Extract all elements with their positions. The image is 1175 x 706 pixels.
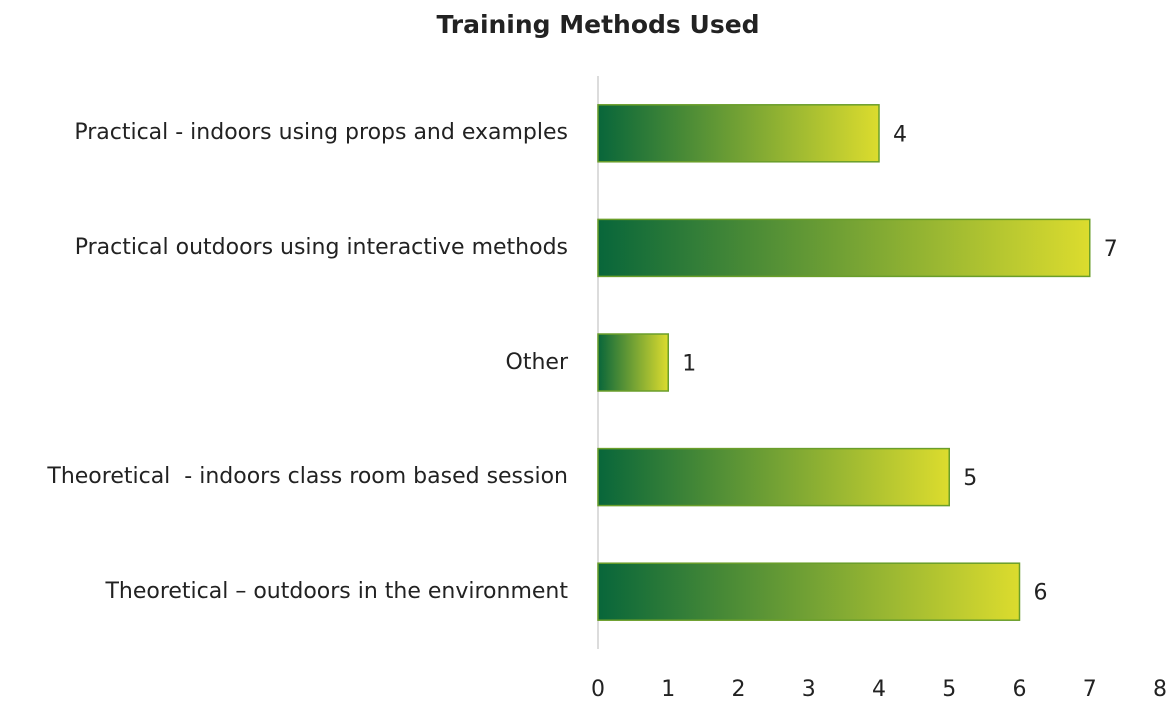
data-label: 6 (1034, 581, 1048, 606)
bar (597, 562, 1021, 621)
x-tick-label: 4 (872, 677, 886, 702)
data-label: 4 (893, 122, 907, 147)
data-label: 7 (1104, 237, 1118, 262)
x-tick-label: 6 (1013, 677, 1027, 702)
chart-title: Training Methods Used (436, 10, 759, 39)
y-tick-label: Theoretical - indoors class room based s… (47, 464, 568, 490)
x-tick-label: 8 (1153, 677, 1167, 702)
x-tick-label: 1 (661, 677, 675, 702)
bar (597, 333, 669, 392)
y-tick-label: Practical outdoors using interactive met… (74, 234, 568, 260)
x-tick-label: 7 (1083, 677, 1097, 702)
bar (597, 218, 1091, 278)
x-tick-label: 0 (591, 677, 605, 702)
x-tick-label: 3 (802, 677, 816, 702)
y-tick-label: Practical - indoors using props and exam… (74, 120, 568, 146)
x-tick-label: 5 (942, 677, 956, 702)
bar (597, 447, 950, 507)
data-label: 5 (963, 466, 977, 491)
data-label: 1 (682, 352, 696, 377)
y-tick-label: Theoretical – outdoors in the environmen… (105, 578, 568, 604)
y-tick-label: Other (505, 349, 568, 375)
bar (597, 104, 880, 163)
x-tick-label: 2 (732, 677, 746, 702)
